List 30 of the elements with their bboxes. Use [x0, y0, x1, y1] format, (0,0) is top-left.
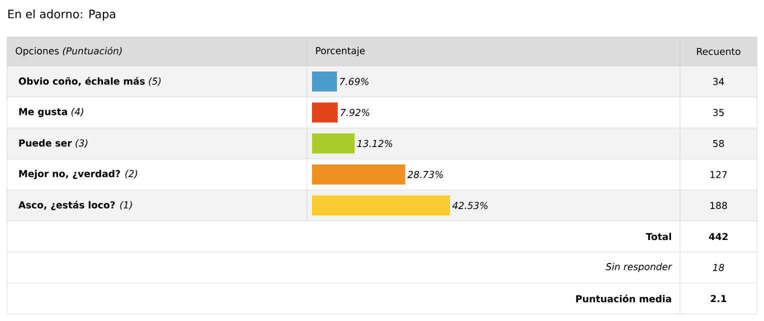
text: 34 — [713, 78, 724, 86]
x-axis-title: Porcentaje — [316, 46, 365, 56]
text: 58 — [713, 140, 724, 148]
y-tick-label: Me gusta (4) — [19, 108, 84, 118]
data-label: 13.12% — [357, 140, 392, 148]
y-axis-title: Opciones (Puntuación) — [16, 46, 122, 56]
data-label: 7.92% — [340, 108, 370, 116]
y-tick-label: Obvio coño, échale más (5) — [18, 77, 161, 86]
y-tick-label: Asco, ¿estás loco? (1) — [18, 200, 132, 210]
text: 18 — [712, 264, 724, 272]
text: Recuento — [697, 48, 740, 56]
text: 442 — [709, 232, 728, 240]
data-label: 7.69% — [340, 78, 368, 86]
text: Puntuación media — [576, 294, 672, 302]
text: 127 — [710, 170, 727, 178]
text: En el adorno: Papa — [8, 9, 116, 21]
text: 35 — [713, 108, 724, 116]
text: 2.1 — [710, 294, 726, 302]
y-tick-label: Mejor no, ¿verdad? (2) — [19, 170, 138, 180]
bar — [312, 164, 406, 184]
bar — [312, 195, 450, 216]
bar — [312, 102, 338, 122]
bar — [312, 71, 337, 92]
text: Sin responder — [606, 262, 672, 272]
text: 188 — [710, 202, 727, 210]
data-label: 42.53% — [452, 202, 488, 210]
data-label: 28.73% — [407, 170, 443, 178]
text: Total — [646, 232, 672, 240]
y-tick-label: Puede ser (3) — [19, 139, 88, 148]
bar — [312, 133, 355, 154]
